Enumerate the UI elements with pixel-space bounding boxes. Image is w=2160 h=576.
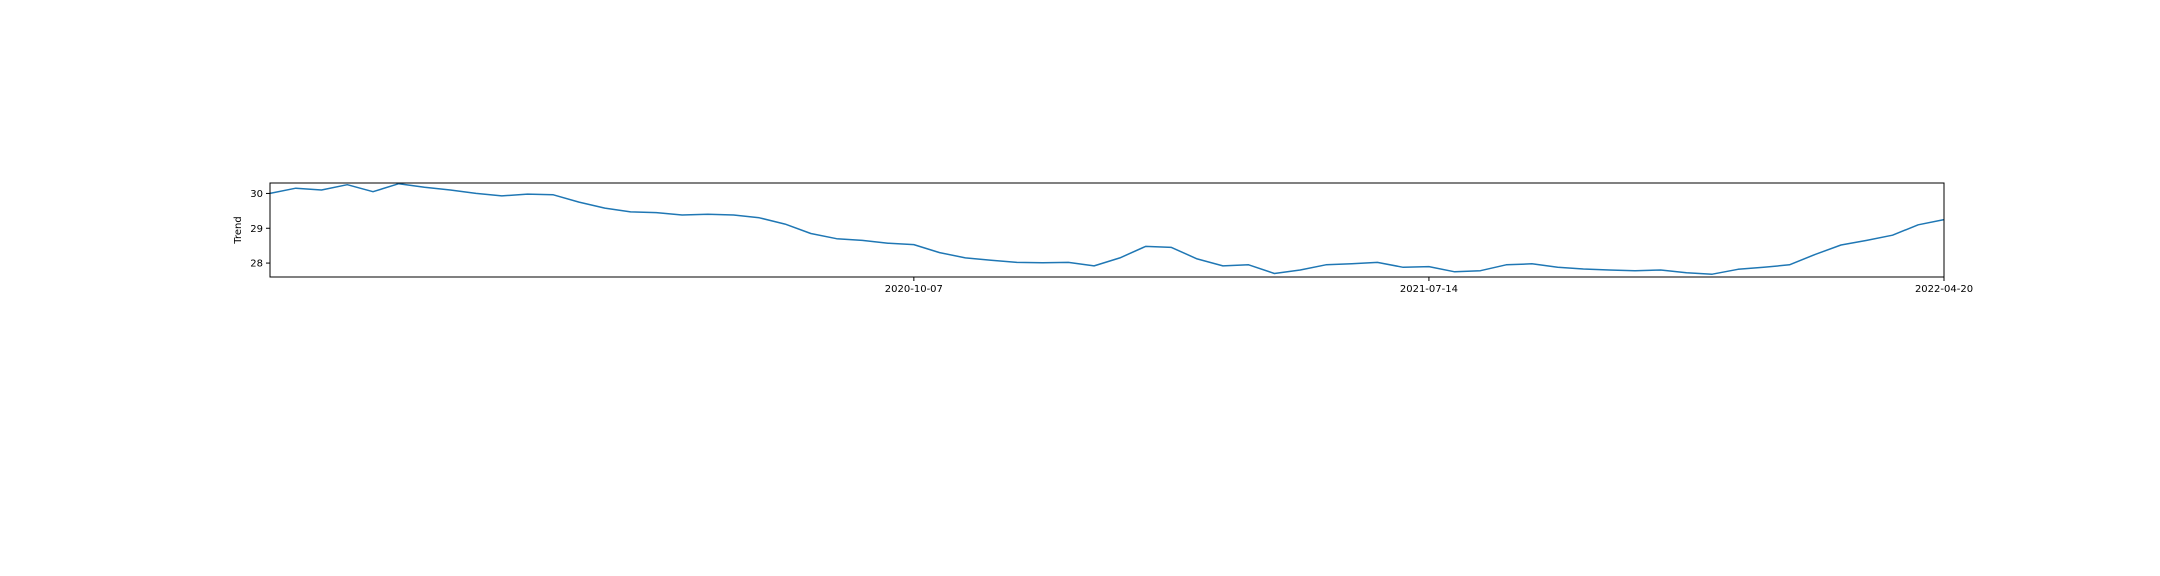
- y-tick-label: 30: [250, 189, 263, 200]
- x-tick-label: 2021-07-14: [1400, 284, 1458, 295]
- x-axis: 2020-10-07 2021-07-14 2022-04-20: [885, 277, 1973, 295]
- y-axis: 28 29 30: [250, 189, 270, 270]
- y-tick-label: 29: [250, 224, 263, 235]
- x-tick-label: 2022-04-20: [1915, 284, 1973, 295]
- trend-series-line: [269, 182, 1945, 275]
- plot-frame: [269, 182, 1945, 278]
- y-axis-label: Trend: [233, 216, 244, 244]
- plot-area: [269, 182, 1945, 275]
- x-tick-label: 2020-10-07: [885, 284, 943, 295]
- y-tick-label: 28: [250, 259, 263, 270]
